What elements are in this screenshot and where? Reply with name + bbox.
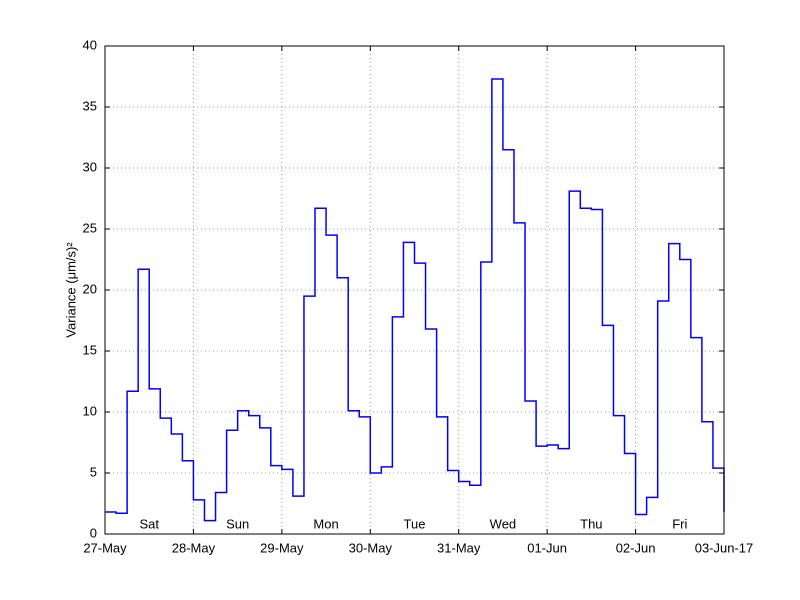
y-axis-label: Variance (μm/s)² [63, 242, 78, 338]
x-tick-label: 28-May [172, 540, 216, 555]
day-label: Sat [139, 516, 159, 531]
day-label: Fri [672, 516, 687, 531]
y-tick-label: 40 [83, 37, 97, 52]
y-tick-label: 15 [83, 342, 97, 357]
y-tick-label: 10 [83, 403, 97, 418]
x-tick-label: 31-May [437, 540, 481, 555]
y-tick-label: 30 [83, 159, 97, 174]
y-tick-label: 5 [90, 464, 97, 479]
day-label: Wed [490, 516, 517, 531]
series-line [105, 78, 725, 522]
day-label: Mon [313, 516, 338, 531]
plot-frame [104, 45, 725, 535]
day-label: Tue [404, 516, 426, 531]
x-tick-label: 29-May [260, 540, 304, 555]
y-tick-label: 25 [83, 220, 97, 235]
y-tick-label: 35 [83, 98, 97, 113]
y-tick-label: 0 [90, 525, 97, 540]
x-tick-label: 30-May [349, 540, 393, 555]
x-tick-label: 02-Jun [616, 540, 656, 555]
day-label: Sun [226, 516, 249, 531]
x-tick-label: 01-Jun [527, 540, 567, 555]
x-tick-label: 03-Jun-17 [695, 540, 754, 555]
y-tick-label: 20 [83, 281, 97, 296]
day-label: Thu [580, 516, 602, 531]
x-tick-label: 27-May [83, 540, 127, 555]
